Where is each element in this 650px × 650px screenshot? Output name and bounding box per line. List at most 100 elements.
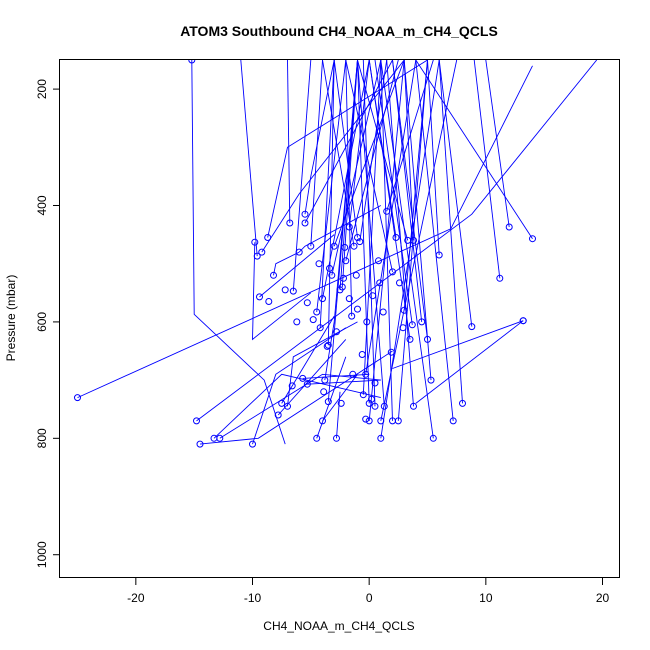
data-point [321,376,329,384]
data-point [348,312,356,320]
data-point [359,391,367,399]
y-tick-label: 1000 [35,541,49,568]
data-point [193,417,200,425]
series-line-59 [368,60,411,340]
series-line-69 [438,60,463,404]
data-point [394,417,402,425]
series-line-42 [333,60,358,238]
data-point-extra [352,271,360,279]
series-line-20 [304,60,335,215]
data-point [383,207,391,215]
data-point [289,287,297,295]
series-line-35 [336,391,341,439]
data-point [345,223,353,231]
x-tick-label: 10 [479,591,493,605]
y-tick-label: 200 [35,79,49,99]
data-point [316,324,324,332]
series-line-66 [380,60,434,439]
series-line-8 [252,242,312,341]
series-line-23 [310,60,323,247]
series-line-64 [392,60,428,340]
data-point-extra [379,308,387,316]
data-point-extra [315,260,323,268]
data-point [319,417,326,425]
series-line-21 [302,373,370,379]
series-line-68 [415,60,454,421]
chart-title: ATOM3 Southbound CH4_NOAA_m_CH4_QCLS [180,23,498,39]
data-point-extra [358,351,366,358]
series-line-3 [196,60,598,422]
data-point [74,394,81,402]
series-line-5 [213,373,381,439]
data-point [371,402,379,410]
point-layer [74,60,536,448]
data-point-extra [323,342,331,350]
data-point [459,399,466,407]
data-point [253,252,261,260]
data-point [256,293,263,301]
series-line-53 [380,60,393,421]
series-line-31 [327,60,335,346]
data-point [392,234,400,241]
data-point [429,434,437,442]
data-point [270,271,277,279]
data-point [328,271,336,279]
data-point-extra [375,257,382,265]
data-point [350,242,358,250]
data-point [324,398,332,406]
series-line-7 [252,327,347,445]
data-point-extra [345,295,353,303]
y-axis: 200 400 600 800 1000 [35,79,60,568]
data-point [408,321,416,329]
data-point-extra [371,379,379,387]
series-line-6 [219,373,381,439]
data-point [424,335,431,343]
data-point [274,411,282,419]
data-point-extra [368,395,375,403]
data-point [251,238,259,246]
data-point [356,238,364,246]
data-point-extra [387,348,395,356]
series-line-27 [319,60,335,328]
data-point [333,434,340,442]
x-tick-label: -10 [244,591,262,605]
data-point [303,380,311,388]
series-line-46 [357,60,370,404]
x-axis: -20 -10 0 10 20 [127,578,609,605]
data-point [330,242,338,250]
data-point [249,440,256,448]
data-point-extra [341,243,349,251]
data-point [449,417,457,425]
data-point-extra [309,316,317,324]
data-point [468,323,476,331]
series-line-57 [403,60,428,311]
data-point-extra [354,305,361,313]
y-tick-label: 800 [35,428,49,448]
data-point [427,376,435,384]
series-line-48 [362,60,376,407]
data-point [362,370,370,378]
data-point [313,308,321,316]
data-point [299,374,307,382]
data-point [365,399,373,407]
data-point-extra [288,382,296,390]
data-point-extra [303,299,311,307]
x-tick-label: -20 [127,591,145,605]
data-point-extra [320,388,328,396]
data-point-extra [399,324,407,332]
series-line-63 [392,60,423,322]
data-point [319,295,326,303]
data-point [188,60,196,64]
data-point [377,434,385,442]
data-point [377,417,385,425]
y-tick-label: 400 [35,195,49,215]
data-point [301,210,309,218]
data-point-extra [363,318,371,326]
series-line-32 [327,60,358,402]
plot-frame [59,59,620,578]
series-line-61 [386,60,414,407]
x-tick-label: 20 [596,591,610,605]
data-point [342,257,350,265]
data-point [365,417,373,425]
